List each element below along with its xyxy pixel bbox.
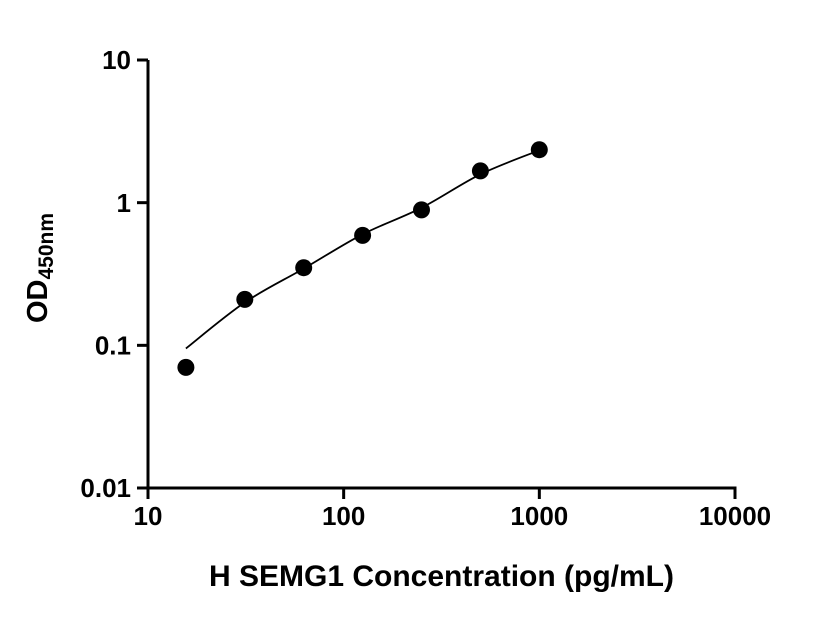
data-point [471,162,489,180]
data-point [177,358,195,376]
y-tick-label: 0.01 [80,473,131,503]
data-point [354,226,372,244]
data-point [530,141,548,159]
data-point [236,290,254,308]
data-point [295,259,313,277]
y-axis-title-subscript: 450nm [35,212,58,280]
y-axis-title-main: OD [22,279,54,324]
x-axis-title: H SEMG1 Concentration (pg/mL) [209,560,674,593]
data-point [413,201,430,219]
x-tick-label: 10 [134,501,163,531]
y-axis-title: OD450nm [22,118,62,418]
y-tick-label: 1 [117,188,131,218]
fit-curve-line [185,149,540,350]
x-tick-label: 100 [322,501,365,531]
x-tick-label: 1000 [510,501,568,531]
y-tick-label: 0.1 [95,330,131,360]
y-tick-label: 10 [102,45,131,75]
x-tick-label: 10000 [699,501,771,531]
